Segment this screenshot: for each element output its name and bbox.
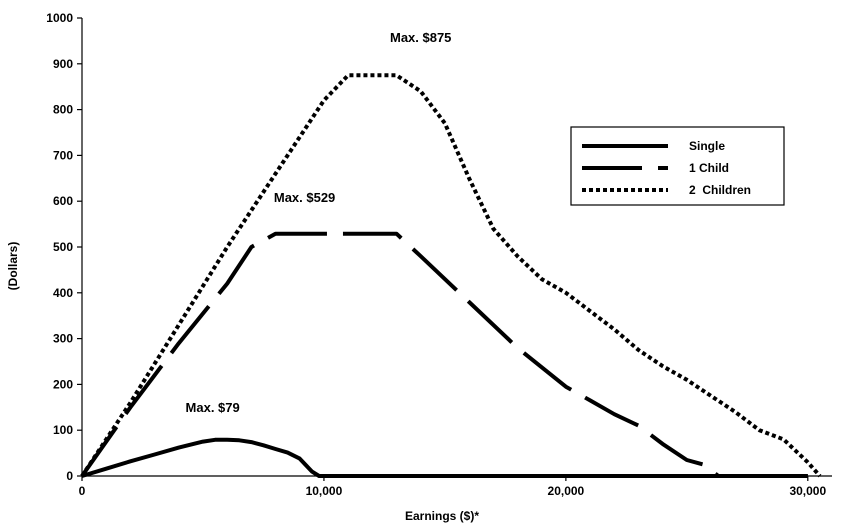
y-tick-label: 900 bbox=[53, 57, 73, 71]
series-line bbox=[80, 231, 808, 478]
x-axis-title: Earnings ($)* bbox=[405, 509, 479, 523]
x-ticks: 0 10,000 20,000 30,000 bbox=[79, 476, 826, 498]
x-tick-label: 30,000 bbox=[789, 484, 826, 498]
annotation-label: Max. $529 bbox=[274, 190, 335, 205]
legend-items: Single 1 Child 2 Children bbox=[582, 139, 751, 197]
legend-label: 1 Child bbox=[689, 161, 729, 175]
annotations: Max. $875 Max. $529 Max. $79 bbox=[186, 30, 452, 415]
y-tick-label: 500 bbox=[53, 240, 73, 254]
x-tick-label: 10,000 bbox=[306, 484, 343, 498]
y-tick-label: 1000 bbox=[46, 11, 73, 25]
y-tick-label: 400 bbox=[53, 286, 73, 300]
series-line bbox=[80, 73, 822, 478]
series-line bbox=[81, 437, 808, 478]
y-axis-title: (Dollars) bbox=[6, 242, 20, 291]
y-tick-label: 200 bbox=[53, 377, 73, 391]
legend-label: 2 Children bbox=[689, 183, 751, 197]
y-tick-label: 600 bbox=[53, 194, 73, 208]
annotation-label: Max. $875 bbox=[390, 30, 451, 45]
y-tick-label: 300 bbox=[53, 332, 73, 346]
plot-area: 0 100 200 300 400 500 600 700 800 900 1000 0 10,000… bbox=[46, 11, 832, 498]
x-tick-label: 20,000 bbox=[548, 484, 585, 498]
legend: Single 1 Child 2 Children bbox=[570, 126, 785, 206]
annotation-label: Max. $79 bbox=[186, 400, 240, 415]
y-ticks: 0 100 200 300 400 500 600 700 800 900 1000 bbox=[46, 11, 82, 483]
y-tick-label: 800 bbox=[53, 103, 73, 117]
series-layer bbox=[80, 73, 822, 478]
y-tick-label: 0 bbox=[66, 469, 73, 483]
y-tick-label: 700 bbox=[53, 148, 73, 162]
y-tick-label: 100 bbox=[53, 423, 73, 437]
legend-label: Single bbox=[689, 139, 725, 153]
x-tick-label: 0 bbox=[79, 484, 86, 498]
